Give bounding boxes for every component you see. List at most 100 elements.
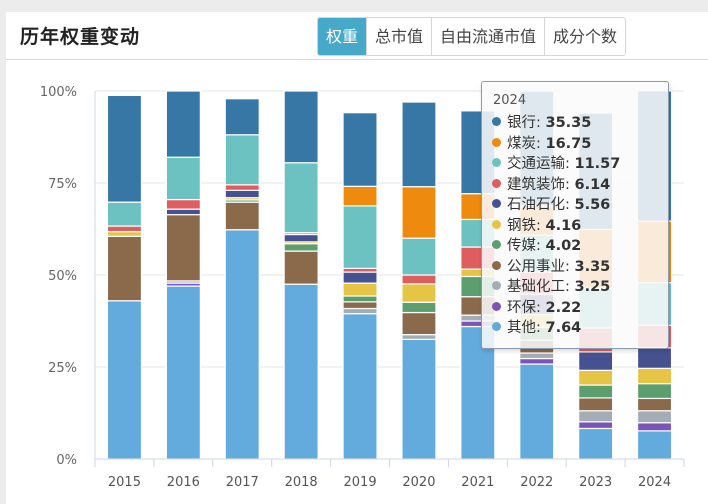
bar-segment[interactable] — [165, 156, 201, 201]
bar-segment[interactable] — [283, 233, 319, 243]
series-dot-icon — [492, 117, 501, 126]
bar-segment[interactable] — [342, 205, 378, 269]
series-dot-icon — [492, 137, 501, 147]
bar-segment[interactable] — [401, 334, 437, 340]
tooltip-row: 钢铁: 4.16 — [492, 214, 581, 234]
x-axis: 2015 2016 2017 2018 2019 2020 2021 2022 2023 2024 — [94, 458, 685, 490]
tooltip-series-value: 4.16 — [545, 217, 582, 234]
bar-stack-2019[interactable] — [342, 112, 378, 460]
bar-segment[interactable] — [165, 285, 201, 460]
bar-segment[interactable] — [578, 410, 614, 423]
tooltip-row: 公用事业: 3.35 — [492, 255, 610, 275]
tab-free-float-market-cap[interactable]: 自由流通市值 — [431, 18, 545, 55]
tooltip-row: 其他: 7.64 — [492, 316, 581, 336]
tooltip-row: 石油石化: 5.56 — [492, 193, 610, 213]
tooltip: 2024 银行: 35.35 煤炭: 16.75 交通运输: 11.57 建筑装饰: … — [481, 81, 669, 349]
bar-segment[interactable] — [106, 201, 143, 227]
bar-segment[interactable] — [106, 235, 143, 302]
bar-segment[interactable] — [283, 243, 319, 252]
tooltip-row: 建筑装饰: 6.14 — [492, 173, 610, 193]
bar-segment[interactable] — [578, 427, 614, 460]
bar-segment[interactable] — [342, 295, 378, 303]
bar-segment[interactable] — [342, 185, 378, 207]
bar-segment[interactable] — [519, 357, 555, 365]
bar-segment[interactable] — [636, 397, 673, 412]
tooltip-row: 银行: 35.35 — [492, 111, 591, 131]
series-dot-icon — [492, 199, 501, 208]
bar-segment[interactable] — [401, 186, 437, 239]
metric-tabs: 权重 总市值 自由流通市值 成分个数 — [317, 17, 627, 56]
tooltip-series-value: 4.02 — [545, 238, 582, 254]
bar-segment[interactable] — [342, 307, 378, 315]
tooltip-title: 2024 — [493, 93, 527, 108]
tooltip-series-value: 11.57 — [574, 156, 621, 172]
bar-segment[interactable] — [165, 90, 201, 158]
bar-segment[interactable] — [636, 430, 673, 460]
bar-segment[interactable] — [224, 184, 260, 191]
bar-segment[interactable] — [224, 98, 260, 136]
bar-segment[interactable] — [283, 250, 319, 285]
bar-segment[interactable] — [106, 225, 143, 233]
tooltip-series-value: 6.14 — [574, 176, 611, 193]
bar-stack-2017[interactable] — [224, 98, 260, 460]
bar-segment[interactable] — [283, 90, 319, 164]
tooltip-row: 基础化工: 3.25 — [492, 275, 610, 295]
bar-segment[interactable] — [224, 201, 260, 231]
bar-segment[interactable] — [636, 367, 673, 385]
x-tick-label: 2019 — [344, 475, 377, 490]
bar-stack-2020[interactable] — [401, 101, 437, 460]
bar-segment[interactable] — [283, 162, 319, 234]
bar-segment[interactable] — [224, 134, 260, 186]
bar-segment[interactable] — [165, 208, 201, 216]
tooltip-series-name: 银行: — [507, 115, 546, 131]
bar-segment[interactable] — [342, 271, 378, 284]
bar-segment[interactable] — [342, 313, 378, 460]
bar-segment[interactable] — [401, 301, 437, 314]
bar-segment[interactable] — [165, 198, 201, 210]
bar-segment[interactable] — [636, 383, 673, 400]
bar-stack-2016[interactable] — [165, 90, 201, 460]
bar-segment[interactable] — [106, 230, 143, 237]
bar-segment[interactable] — [578, 397, 614, 412]
bar-segment[interactable] — [636, 422, 673, 432]
series-dot-icon — [492, 240, 501, 249]
bar-segment[interactable] — [578, 351, 614, 371]
x-tick-label: 2020 — [402, 475, 435, 490]
tab-constituent-count[interactable]: 成分个数 — [544, 18, 626, 55]
tooltip-row: 煤炭: 16.75 — [492, 132, 591, 152]
bar-segment[interactable] — [224, 189, 260, 199]
x-tick-label: 2022 — [520, 475, 553, 490]
series-dot-icon — [492, 281, 501, 290]
bar-segment[interactable] — [342, 282, 378, 297]
x-tick-label: 2024 — [638, 475, 671, 490]
bar-segment[interactable] — [283, 283, 319, 460]
tooltip-row: 环保: 2.22 — [492, 296, 581, 316]
bar-segment[interactable] — [578, 384, 614, 399]
y-tick-label: 25% — [48, 361, 77, 376]
bar-segment[interactable] — [401, 237, 437, 276]
bar-segment[interactable] — [224, 229, 260, 460]
bar-segment[interactable] — [578, 369, 614, 386]
bar-segment[interactable] — [401, 338, 437, 460]
bar-segment[interactable] — [636, 347, 673, 369]
bar-segment[interactable] — [519, 363, 555, 460]
bar-segment[interactable] — [636, 410, 673, 424]
bar-segment[interactable] — [401, 283, 437, 303]
bar-stack-2015[interactable] — [106, 94, 143, 460]
bar-segment[interactable] — [401, 311, 437, 336]
bar-segment[interactable] — [106, 300, 143, 460]
bar-segment[interactable] — [401, 274, 437, 285]
tab-total-market-cap[interactable]: 总市值 — [366, 18, 432, 55]
panel-header: 历年权重变动 权重 总市值 自由流通市值 成分个数 — [6, 12, 708, 60]
tooltip-series-name: 交通运输: — [507, 156, 575, 172]
bar-segment[interactable] — [578, 421, 614, 430]
bar-segment[interactable] — [342, 301, 378, 310]
tab-weight[interactable]: 权重 — [318, 18, 367, 55]
bar-segment[interactable] — [106, 94, 143, 203]
bar-segment[interactable] — [401, 101, 437, 188]
bar-segment[interactable] — [342, 112, 378, 187]
bar-segment[interactable] — [165, 214, 201, 282]
tooltip-series-value: 2.22 — [545, 299, 582, 316]
bar-segment[interactable] — [519, 352, 555, 360]
bar-stack-2018[interactable] — [283, 90, 319, 460]
